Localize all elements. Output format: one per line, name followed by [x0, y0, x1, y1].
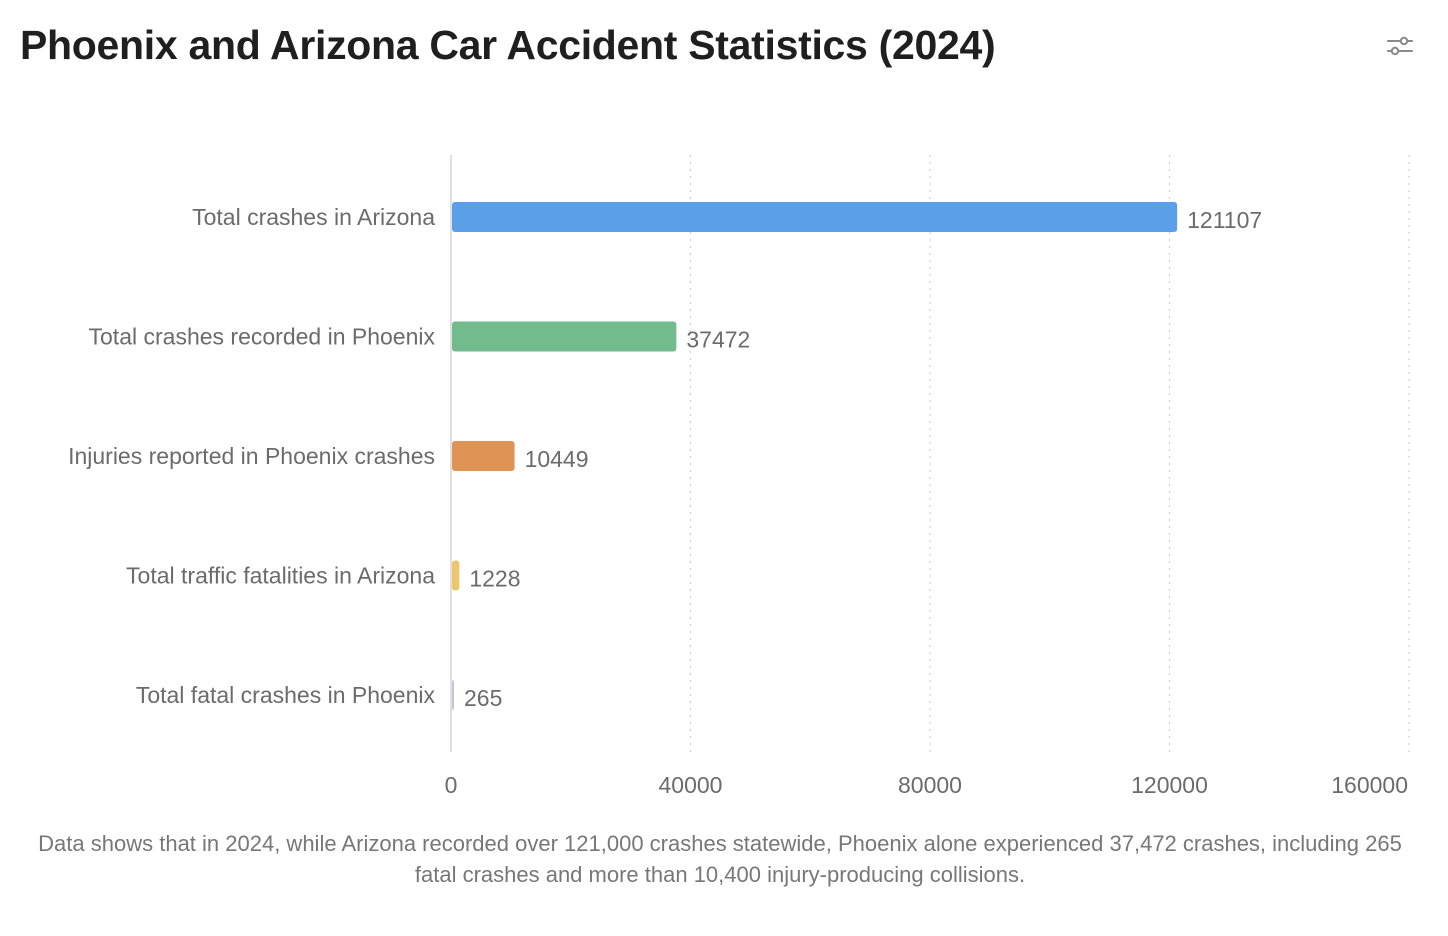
- category-label: Total traffic fatalities in Arizona: [126, 563, 435, 589]
- x-tick-label: 40000: [659, 772, 723, 798]
- x-tick-label: 0: [445, 772, 458, 798]
- x-tick-label: 80000: [898, 772, 962, 798]
- chart-caption: Data shows that in 2024, while Arizona r…: [38, 831, 1402, 887]
- category-label: Total crashes in Arizona: [192, 204, 435, 230]
- data-label: 121107: [1187, 207, 1262, 233]
- data-label: 265: [464, 685, 502, 711]
- x-axis-ticks: 0 40000 80000 120000 160000: [445, 772, 1408, 798]
- category-labels: Total crashes in Arizona Total crashes re…: [68, 204, 435, 708]
- bar-chart: Total crashes in Arizona Total crashes re…: [68, 155, 1410, 798]
- value-labels: 121107 37472 10449 1228 265: [464, 207, 1262, 711]
- data-label: 37472: [686, 327, 750, 353]
- x-tick-label: 160000: [1331, 772, 1408, 798]
- category-label: Injuries reported in Phoenix crashes: [68, 443, 435, 469]
- bar[interactable]: [452, 202, 1178, 232]
- bar[interactable]: [452, 441, 515, 471]
- bar[interactable]: [452, 321, 677, 352]
- category-label: Total fatal crashes in Phoenix: [136, 682, 436, 708]
- data-label: 1228: [469, 566, 520, 592]
- bar[interactable]: [452, 560, 460, 591]
- category-label: Total crashes recorded in Phoenix: [89, 324, 436, 350]
- data-label: 10449: [525, 446, 589, 472]
- sliders-icon: [1387, 36, 1413, 56]
- x-tick-label: 120000: [1131, 772, 1208, 798]
- page-title: Phoenix and Arizona Car Accident Statist…: [20, 22, 996, 68]
- bar[interactable]: [452, 680, 454, 710]
- bars: [452, 202, 1178, 710]
- grid-lines: [689, 155, 1410, 752]
- chart-settings-button[interactable]: [1380, 30, 1420, 64]
